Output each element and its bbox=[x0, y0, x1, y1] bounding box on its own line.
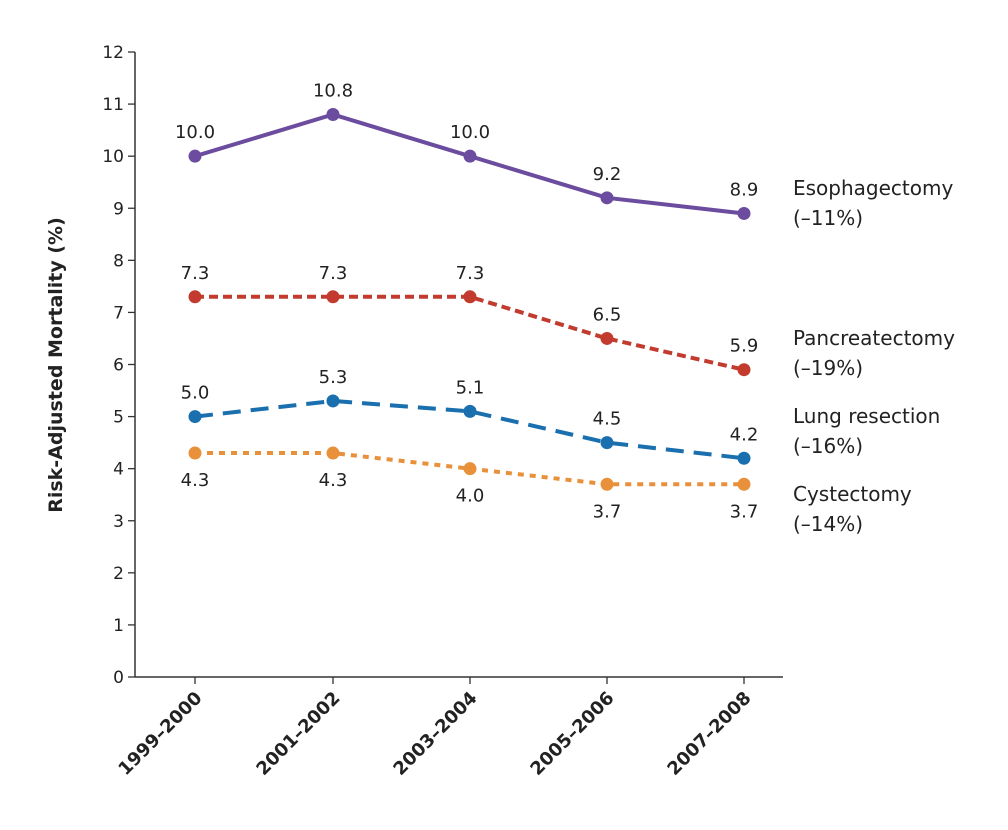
data-label: 5.1 bbox=[456, 377, 485, 398]
data-point bbox=[600, 477, 614, 491]
y-tick-label: 0 bbox=[113, 668, 124, 688]
series-esophagectomy: 10.0 10.8 10.0 9.2 8.9 bbox=[175, 81, 758, 220]
series-cystectomy: 4.3 4.3 4.0 3.7 3.7 bbox=[181, 446, 759, 522]
legend-entry-change: (–19%) bbox=[793, 356, 863, 380]
legend-entry-change: (–14%) bbox=[793, 512, 863, 536]
data-label: 8.9 bbox=[730, 179, 759, 200]
x-tick-label: 2005–2006 bbox=[526, 688, 618, 780]
data-label: 5.0 bbox=[181, 383, 210, 404]
series-line bbox=[195, 451, 744, 487]
x-tick-label: 2003–2004 bbox=[389, 688, 481, 780]
data-point bbox=[188, 446, 202, 460]
data-point bbox=[463, 149, 477, 163]
legend-entry-name: Pancreatectomy bbox=[793, 326, 955, 350]
data-label: 4.5 bbox=[593, 409, 622, 430]
y-axis-label: Risk-Adjusted Mortality (%) bbox=[45, 217, 67, 513]
legend: Esophagectomy (–11%) Pancreatectomy (–19%) L… bbox=[793, 176, 955, 536]
y-tick-label: 12 bbox=[102, 43, 124, 63]
data-label: 6.5 bbox=[593, 304, 622, 325]
x-tick-label: 2007–2008 bbox=[663, 688, 755, 780]
data-point bbox=[326, 394, 340, 408]
data-label: 7.3 bbox=[456, 263, 485, 284]
y-tick-label: 1 bbox=[113, 616, 124, 636]
data-point bbox=[600, 436, 614, 450]
series-group: 10.010.810.09.28.97.3 7.3 7.36.55.95.05.3 5… bbox=[175, 81, 758, 523]
data-label: 7.3 bbox=[181, 263, 210, 284]
data-label: 10.0 bbox=[450, 122, 490, 143]
data-point bbox=[326, 446, 340, 460]
data-label: 10.8 bbox=[313, 81, 353, 102]
y-tick-label: 9 bbox=[113, 199, 124, 219]
data-point bbox=[737, 477, 751, 491]
data-label: 5.9 bbox=[730, 336, 759, 357]
y-tick-label: 5 bbox=[113, 408, 124, 428]
data-point bbox=[600, 331, 614, 345]
x-tick-label: 1999–2000 bbox=[114, 688, 206, 780]
y-tick-label: 11 bbox=[102, 95, 124, 115]
data-label: 10.0 bbox=[175, 122, 215, 143]
y-tick-label: 8 bbox=[113, 251, 124, 271]
data-label: 4.2 bbox=[730, 424, 759, 445]
legend-entry-change: (–16%) bbox=[793, 434, 863, 458]
data-point bbox=[737, 451, 751, 465]
y-tick-label: 7 bbox=[113, 303, 124, 323]
data-point bbox=[188, 149, 202, 163]
x-tick-label: 2001–2002 bbox=[252, 688, 344, 780]
data-label: 4.3 bbox=[181, 470, 210, 491]
data-point bbox=[737, 206, 751, 220]
data-point bbox=[326, 108, 340, 121]
legend-entry-name: Esophagectomy bbox=[793, 176, 953, 200]
data-label: 4.3 bbox=[319, 470, 348, 491]
data-label: 9.2 bbox=[593, 164, 622, 185]
legend-entry-name: Lung resection bbox=[793, 404, 940, 428]
data-point bbox=[326, 290, 340, 304]
y-tick-label: 6 bbox=[113, 356, 124, 376]
data-point bbox=[463, 290, 477, 304]
data-label: 3.7 bbox=[593, 501, 622, 522]
data-label: 3.7 bbox=[730, 501, 759, 522]
series-pancreatectomy: 7.3 7.3 7.3 6.5 5.9 bbox=[181, 263, 759, 377]
y-tick-label: 4 bbox=[113, 460, 124, 480]
y-tick-label: 10 bbox=[102, 147, 124, 167]
legend-entry-change: (–11%) bbox=[793, 206, 863, 230]
data-point bbox=[463, 462, 477, 476]
legend-entry-name: Cystectomy bbox=[793, 482, 912, 506]
data-point bbox=[188, 410, 202, 424]
data-point bbox=[737, 363, 751, 377]
y-tick-label: 3 bbox=[113, 512, 124, 532]
data-label: 7.3 bbox=[319, 263, 348, 284]
data-label: 5.3 bbox=[319, 367, 348, 388]
series-lung-resection: 5.0 5.3 5.1 4.5 4.2 bbox=[181, 367, 759, 465]
data-point bbox=[463, 404, 477, 418]
data-point bbox=[600, 191, 614, 205]
data-label: 4.0 bbox=[456, 486, 485, 507]
data-point bbox=[188, 290, 202, 304]
y-tick-label: 2 bbox=[113, 564, 124, 584]
series-line bbox=[194, 398, 745, 461]
series-line bbox=[195, 294, 745, 372]
